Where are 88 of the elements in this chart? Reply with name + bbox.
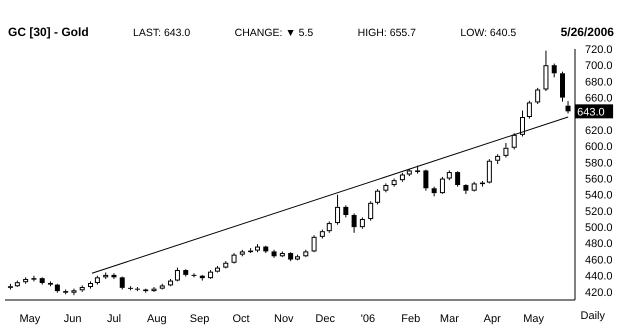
candlestick	[272, 249, 277, 258]
candlestick	[134, 286, 140, 292]
candlestick	[80, 284, 85, 292]
candlestick	[446, 170, 452, 181]
candlestick	[526, 100, 532, 120]
y-tick-label: 700.0	[585, 60, 613, 72]
text: HIGH: 655.7	[358, 27, 416, 39]
candlestick	[208, 270, 214, 280]
candlestick	[111, 272, 116, 280]
candlestick	[503, 142, 508, 158]
x-tick-label: Jul	[107, 312, 122, 325]
x-tick-label: Dec	[315, 312, 336, 325]
candlestick	[128, 286, 134, 291]
candlestick	[535, 87, 540, 105]
annotation: 643.0	[577, 106, 605, 118]
candlestick	[360, 216, 365, 230]
x-tick-label: Oct	[232, 312, 250, 325]
candlestick	[392, 178, 397, 188]
x-tick-label: Aug	[147, 312, 167, 325]
x-tick-label: '06	[360, 312, 376, 325]
candlestick	[223, 260, 228, 269]
y-tick-label: 660.0	[585, 92, 613, 104]
candlestick	[63, 288, 68, 295]
y-tick-label: 420.0	[585, 286, 613, 299]
candlestick	[543, 50, 548, 92]
y-tick-label: 680.0	[585, 76, 613, 88]
candlestick	[151, 286, 156, 292]
candlestick	[472, 181, 477, 192]
y-tick-label: 520.0	[585, 206, 613, 218]
candlestick	[495, 154, 500, 164]
candlestick	[320, 229, 325, 239]
x-tick-label: Apr	[484, 312, 502, 325]
candlestick	[486, 158, 492, 184]
candlestick	[343, 204, 348, 218]
y-tick-label: 480.0	[585, 238, 613, 250]
y-tick-label: 500.0	[585, 222, 613, 234]
candlestick	[214, 265, 220, 273]
x-tick-label: Feb	[401, 312, 420, 325]
candlestick	[383, 182, 388, 193]
candlestick	[552, 63, 557, 78]
x-tick-label: Mar	[440, 312, 460, 325]
candlestick	[335, 194, 340, 226]
x-tick-label: May	[19, 312, 41, 325]
candlestick	[432, 186, 437, 197]
candlestick	[352, 212, 357, 234]
candlestick	[160, 283, 165, 290]
candlestick	[48, 280, 53, 287]
candlestick	[326, 220, 332, 234]
candlestick	[143, 288, 148, 294]
x-tick-label: Nov	[274, 312, 294, 325]
y-tick-label: 620.0	[585, 124, 613, 137]
candlestick	[440, 176, 445, 194]
y-tick-label: 460.0	[585, 254, 613, 266]
y-tick-label: 600.0	[585, 141, 613, 154]
candlestick	[295, 254, 300, 261]
candlestick	[103, 272, 108, 280]
candlestick	[23, 276, 28, 284]
candlestick	[368, 200, 374, 222]
candlestick	[255, 244, 260, 253]
candlestick	[192, 272, 197, 278]
candlestick	[566, 100, 571, 114]
candlestick	[400, 172, 405, 182]
x-tick-label: May	[523, 312, 544, 325]
text: LOW: 640.5	[460, 27, 516, 39]
candlestick	[240, 249, 245, 257]
candlestick	[463, 184, 468, 194]
candlestick	[288, 252, 294, 262]
text: LAST: 643.0	[133, 27, 190, 39]
candlestick	[183, 268, 188, 278]
y-tick-label: 720.0	[585, 44, 613, 56]
candlestick	[560, 71, 566, 102]
candlestick	[120, 276, 125, 290]
candlestick	[88, 280, 93, 290]
y-tick-label: 580.0	[585, 157, 613, 170]
y-tick-label: 540.0	[585, 190, 613, 202]
text: CHANGE: ▼ 5.5	[234, 27, 314, 39]
candlestick	[375, 188, 380, 205]
x-tick-label: Sep	[190, 312, 210, 325]
y-tick-label: 440.0	[585, 270, 613, 283]
candlestick	[174, 267, 180, 282]
text: 5/26/2006	[560, 25, 614, 39]
chart-title: GC [30] - Gold	[8, 25, 89, 39]
last-value-tag: 643.0	[575, 104, 614, 118]
x-tick-label: Jun	[64, 312, 82, 325]
x-axis-title: Daily	[580, 310, 605, 322]
y-tick-label: 560.0	[585, 173, 613, 186]
candlestick	[94, 275, 100, 286]
candlestick	[14, 280, 20, 288]
